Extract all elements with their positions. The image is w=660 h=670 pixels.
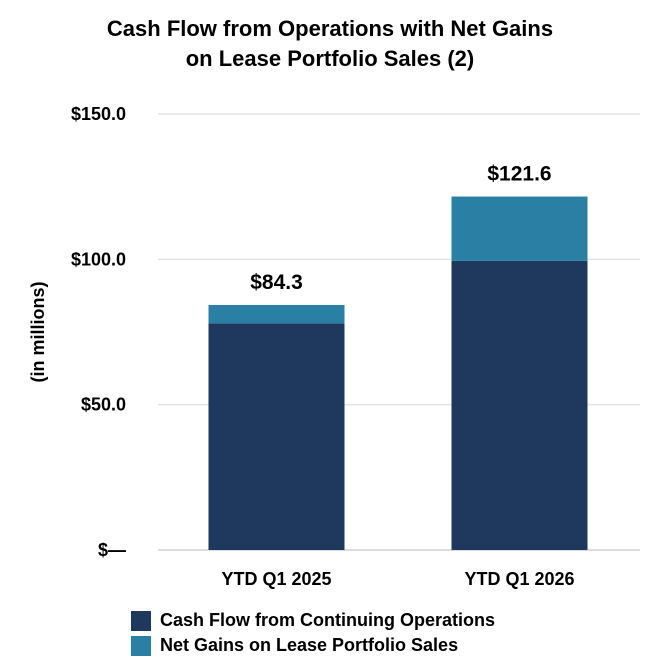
bar-segment-lease-gains <box>451 196 588 261</box>
y-tick-label: $— <box>98 540 126 560</box>
legend-label-operations: Cash Flow from Continuing Operations <box>160 610 495 630</box>
legend-item-operations: Cash Flow from Continuing Operations <box>131 608 495 633</box>
chart-title-line-2: on Lease Portfolio Sales (2) <box>185 46 475 71</box>
chart-title: Cash Flow from Operations with Net Gains… <box>0 14 660 74</box>
y-tick-label: $150.0 <box>71 104 126 124</box>
chart-title-line-1: Cash Flow from Operations with Net Gains <box>106 16 554 41</box>
legend: Cash Flow from Continuing Operations Net… <box>131 608 495 658</box>
bar-total-label: $121.6 <box>487 163 551 186</box>
legend-item-lease-gains: Net Gains on Lease Portfolio Sales <box>131 633 495 658</box>
bar-chart: $— $50.0 $100.0 $150.0 (in millions) $84.3 YTD… <box>28 104 640 589</box>
x-tick-label: YTD Q1 2025 <box>221 569 331 589</box>
legend-swatch-operations <box>131 610 151 631</box>
bar-segment-operations <box>451 260 588 550</box>
bar-total-label: $84.3 <box>250 271 303 294</box>
y-tick-label: $100.0 <box>71 249 126 269</box>
x-tick-label: YTD Q1 2026 <box>464 569 574 589</box>
bar-segment-lease-gains <box>208 304 345 324</box>
y-tick-label: $50.0 <box>81 395 126 415</box>
bar-segment-operations <box>208 323 345 550</box>
y-axis-label: (in millions) <box>28 281 48 382</box>
legend-swatch-lease-gains <box>131 635 151 656</box>
legend-label-lease-gains: Net Gains on Lease Portfolio Sales <box>160 635 459 655</box>
